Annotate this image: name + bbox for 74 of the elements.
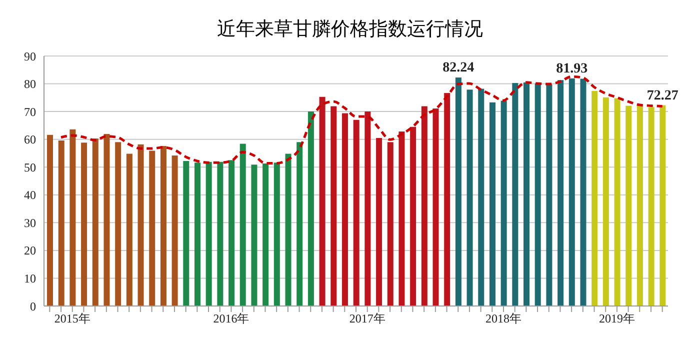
y-tick-label: 60 <box>24 132 36 147</box>
bar <box>466 90 473 306</box>
bar <box>228 160 235 306</box>
bar <box>626 106 632 306</box>
bar <box>478 88 484 306</box>
bar <box>115 142 122 306</box>
bar <box>81 142 88 306</box>
bar <box>183 161 190 306</box>
x-tick-label: 2015年 <box>54 312 90 326</box>
bar <box>364 112 371 306</box>
bar <box>592 91 598 306</box>
bar <box>194 162 200 306</box>
bar <box>387 142 394 306</box>
bar <box>296 142 303 306</box>
x-tick-label: 2018年 <box>485 312 522 326</box>
data-label: 72.27 <box>646 88 678 104</box>
y-tick-label: 50 <box>24 160 36 174</box>
chart-title: 近年来草甘膦价格指数运行情况 <box>216 18 484 42</box>
bar <box>104 134 110 306</box>
bar <box>70 129 76 306</box>
y-tick-label: 20 <box>24 244 36 258</box>
bar <box>444 92 450 306</box>
bar <box>568 78 575 306</box>
y-tick-label: 90 <box>24 49 36 64</box>
bar <box>524 82 530 306</box>
bar <box>410 126 416 306</box>
y-tick-label: 40 <box>24 188 36 202</box>
y-tick-label: 80 <box>24 77 36 92</box>
bar <box>342 113 348 306</box>
bar <box>500 100 507 306</box>
bar <box>398 132 405 306</box>
y-tick-label: 0 <box>30 299 36 314</box>
bar <box>126 154 132 306</box>
bar <box>330 106 337 306</box>
bar <box>602 97 609 306</box>
bar <box>274 162 280 306</box>
bar <box>47 134 53 306</box>
bar <box>558 80 564 306</box>
bar <box>512 82 518 306</box>
x-tick-label: 2017年 <box>349 312 386 326</box>
bar <box>636 105 643 306</box>
bar <box>432 108 439 306</box>
bar <box>648 107 654 306</box>
bar <box>92 138 98 306</box>
bar <box>149 150 156 306</box>
y-tick-label: 70 <box>24 104 36 119</box>
bar <box>534 84 541 306</box>
bar <box>172 155 178 306</box>
y-tick-label: 10 <box>24 271 36 286</box>
data-label: 81.93 <box>556 61 588 76</box>
bar <box>489 102 496 306</box>
bar <box>285 154 292 306</box>
bar <box>217 162 224 306</box>
y-tick-label: 30 <box>24 216 36 230</box>
bar <box>376 138 382 306</box>
bar <box>546 84 552 306</box>
bar <box>138 144 144 306</box>
data-label: 82.24 <box>442 60 474 76</box>
bar <box>614 98 620 306</box>
x-tick-label: 2016年 <box>213 312 250 326</box>
bar <box>421 106 428 306</box>
bar <box>308 112 314 306</box>
bar <box>251 164 258 306</box>
bar <box>262 164 269 306</box>
x-tick-label: 2019年 <box>598 312 635 326</box>
bar <box>58 140 64 306</box>
bar <box>160 146 166 306</box>
bar <box>206 162 212 306</box>
bar <box>660 105 666 306</box>
bar <box>455 78 462 306</box>
bar <box>580 78 586 306</box>
bar <box>319 96 326 306</box>
bar <box>240 144 246 306</box>
bar <box>353 120 360 306</box>
